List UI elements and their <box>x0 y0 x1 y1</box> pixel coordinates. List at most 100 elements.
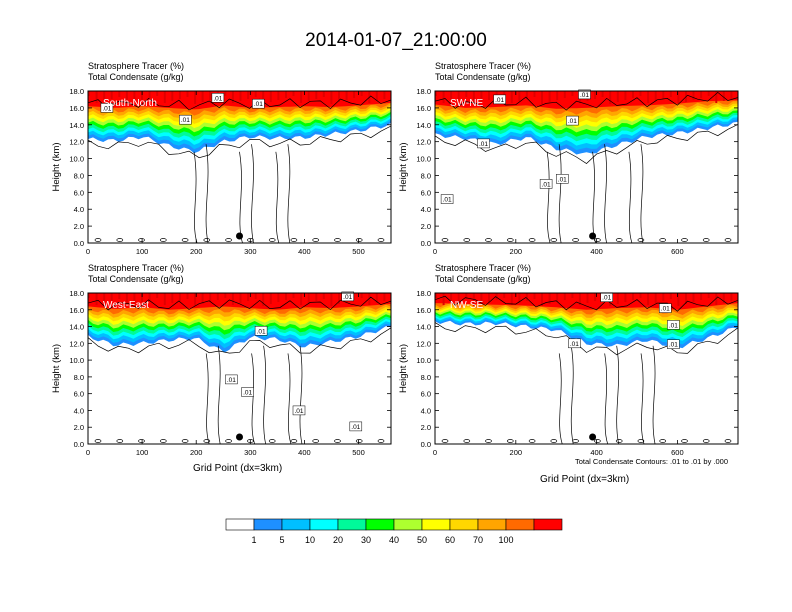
tracer-streak <box>88 293 90 298</box>
y-tick-label: 0.0 <box>421 440 431 449</box>
contour-line <box>225 439 232 443</box>
tracer-streak <box>307 91 310 101</box>
colorbar-label: 50 <box>417 535 427 545</box>
tracer-streak <box>125 91 128 104</box>
tracer-streak <box>375 91 378 101</box>
tracer-streak <box>495 293 498 300</box>
colorbar-swatch <box>533 518 563 531</box>
contour-line <box>528 439 536 443</box>
tracer-streak <box>624 293 627 302</box>
contour-line <box>377 238 385 242</box>
tracer-streak <box>156 91 159 96</box>
y-tick-label: 18.0 <box>69 87 84 96</box>
tracer-streak <box>692 293 695 302</box>
tracer-streak <box>563 293 566 300</box>
contour-label-box <box>568 338 581 349</box>
tracer-streak <box>669 91 672 97</box>
tracer-streak <box>503 293 506 298</box>
contour-label-box <box>254 326 268 336</box>
contour-line <box>159 439 167 443</box>
tracer-streak <box>216 293 219 300</box>
tracer-field <box>435 91 738 243</box>
y-tick-label: 16.0 <box>416 104 431 113</box>
tracer-streak <box>700 293 703 300</box>
contour-line <box>377 439 385 443</box>
contour-line <box>724 238 732 242</box>
contour-line <box>659 238 667 242</box>
plot-frame <box>434 292 739 445</box>
contour-line <box>312 439 320 443</box>
tracer-streak <box>307 293 310 303</box>
tracer-streak <box>239 293 242 303</box>
contour-line <box>159 238 167 242</box>
tracer-streak <box>201 293 204 304</box>
tracer-streak <box>669 293 672 299</box>
panel-2-field-label-2: Total Condensate (g/kg) <box>435 72 531 82</box>
contour-line <box>290 439 298 443</box>
tracer-streak <box>338 91 340 102</box>
tracer-streak <box>247 293 250 301</box>
y-tick-label: 14.0 <box>416 121 431 130</box>
contour-label: .01 <box>669 322 678 329</box>
tracer-streak <box>103 91 106 101</box>
tracer-streak <box>118 293 121 299</box>
panel-title: NW-SE <box>450 300 483 311</box>
tracer-streak <box>707 91 710 96</box>
tracer-streak <box>541 293 543 306</box>
colorbar-label: 10 <box>305 535 315 545</box>
contour-label-box <box>440 194 454 204</box>
y-tick-label: 14.0 <box>416 323 431 332</box>
contour-line <box>594 439 601 443</box>
tracer-streak <box>353 293 356 300</box>
tracer-streak <box>133 91 136 102</box>
condensate-contours <box>88 296 391 444</box>
tracer-field <box>88 91 391 243</box>
colorbar-swatch <box>365 518 395 531</box>
x-tick-label: 200 <box>190 247 203 256</box>
tracer-streak <box>95 293 98 305</box>
location-marker <box>236 433 243 441</box>
contour-line <box>546 144 562 243</box>
tracer-streak <box>594 293 597 301</box>
y-tick-label: 0.0 <box>74 239 84 248</box>
tracer-streak <box>722 293 725 303</box>
panel-1: .01.01.01.01South-North0.02.04.06.08.010… <box>51 87 392 256</box>
y-tick-label: 4.0 <box>74 406 84 415</box>
contour-label-box <box>539 179 553 189</box>
tracer-streak <box>601 91 604 97</box>
panel-3-field-label-2: Total Condensate (g/kg) <box>88 274 184 284</box>
contour-line <box>312 238 320 242</box>
contour-line <box>268 439 276 443</box>
contour-line <box>441 439 449 443</box>
tracer-streak <box>194 91 197 104</box>
x-tick-label: 0 <box>86 448 90 457</box>
y-tick-label: 4.0 <box>74 205 84 214</box>
colorbar-swatch <box>421 518 451 531</box>
tracer-streak <box>541 91 543 104</box>
x-tick-label: 500 <box>352 247 365 256</box>
contour-line <box>615 439 623 443</box>
contour-line <box>88 296 391 311</box>
panel-title: SW-NE <box>450 98 483 109</box>
tracer-streak <box>322 91 325 97</box>
location-marker <box>589 433 597 441</box>
tracer-streak <box>450 293 453 303</box>
tracer-streak <box>685 293 687 304</box>
y-tick-label: 16.0 <box>69 104 84 113</box>
plot-frame <box>434 90 739 244</box>
tracer-streak <box>186 91 189 97</box>
x-tick-label: 600 <box>671 448 684 457</box>
contour-line <box>193 144 209 243</box>
panel-1-field-label-1: Stratosphere Tracer (%) <box>88 61 185 71</box>
contour-line <box>572 439 579 443</box>
y-tick-label: 0.0 <box>74 440 84 449</box>
tracer-streak <box>368 293 371 305</box>
tracer-streak <box>178 91 181 99</box>
contour-line <box>268 238 276 242</box>
contour-line <box>637 238 645 242</box>
contour-line <box>225 238 232 242</box>
tracer-streak <box>375 293 378 303</box>
contour-line <box>506 439 514 443</box>
y-tick-label: 2.0 <box>421 423 431 432</box>
y-tick-label: 4.0 <box>421 205 431 214</box>
